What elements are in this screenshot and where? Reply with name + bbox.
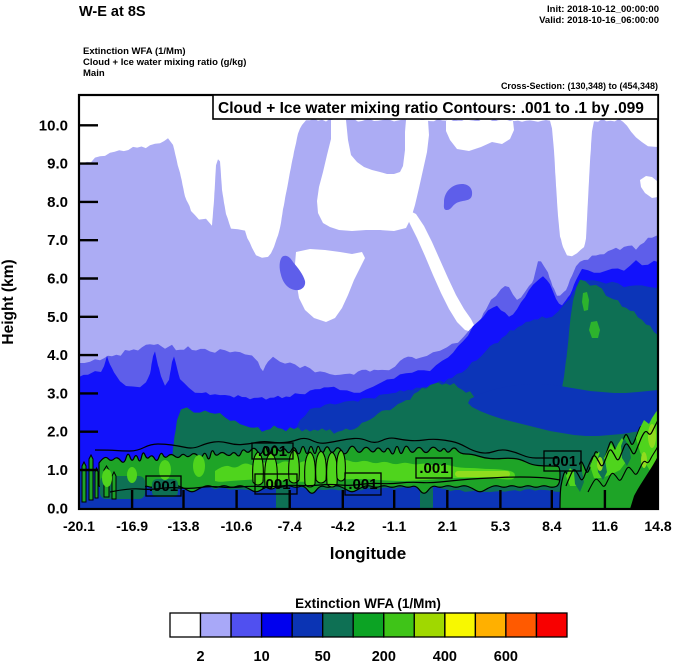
svg-text:.001: .001	[149, 478, 178, 495]
svg-text:.001: .001	[348, 476, 377, 493]
svg-text:Cloud + Ice water mixing ratio: Cloud + Ice water mixing ratio (g/kg)	[83, 57, 246, 68]
svg-text:-1.1: -1.1	[382, 518, 406, 534]
svg-text:1.0: 1.0	[47, 462, 68, 479]
svg-text:400: 400	[433, 649, 457, 665]
svg-text:Valid: 2018-10-16_06:00:00: Valid: 2018-10-16_06:00:00	[539, 15, 659, 26]
svg-text:6.0: 6.0	[47, 271, 68, 288]
svg-text:Extinction WFA (1/Mm): Extinction WFA (1/Mm)	[83, 46, 186, 57]
svg-text:-4.2: -4.2	[331, 518, 355, 534]
svg-text:9.0: 9.0	[47, 156, 68, 173]
svg-text:-13.8: -13.8	[168, 518, 200, 534]
svg-text:Main: Main	[83, 68, 105, 79]
svg-text:10: 10	[254, 649, 270, 665]
svg-text:10.0: 10.0	[39, 117, 68, 134]
svg-text:4.0: 4.0	[47, 347, 68, 364]
svg-text:W-E at 8S: W-E at 8S	[79, 4, 146, 20]
svg-text:.001: .001	[258, 443, 287, 460]
svg-text:-16.9: -16.9	[116, 518, 148, 534]
svg-text:.001: .001	[419, 460, 448, 477]
svg-text:Cloud + Ice water mixing ratio: Cloud + Ice water mixing ratio Contours:…	[218, 100, 644, 117]
svg-text:-20.1: -20.1	[63, 518, 95, 534]
svg-text:2.0: 2.0	[47, 424, 68, 441]
svg-text:8.4: 8.4	[542, 518, 562, 534]
svg-text:0.0: 0.0	[47, 500, 68, 517]
svg-text:50: 50	[315, 649, 331, 665]
svg-text:2.1: 2.1	[438, 518, 458, 534]
svg-text:8.0: 8.0	[47, 194, 68, 211]
svg-text:Cross-Section: (130,348) to (4: Cross-Section: (130,348) to (454,348)	[501, 81, 658, 91]
svg-text:Extinction WFA (1/Mm): Extinction WFA (1/Mm)	[295, 596, 441, 611]
svg-text:.001: .001	[548, 453, 577, 470]
svg-text:7.0: 7.0	[47, 232, 68, 249]
svg-text:-7.4: -7.4	[278, 518, 302, 534]
svg-text:Init: 2018-10-12_00:00:00: Init: 2018-10-12_00:00:00	[547, 4, 659, 15]
svg-text:600: 600	[494, 649, 518, 665]
svg-text:200: 200	[372, 649, 396, 665]
svg-text:5.0: 5.0	[47, 309, 68, 326]
svg-text:-10.6: -10.6	[221, 518, 253, 534]
svg-text:11.6: 11.6	[592, 518, 619, 534]
svg-text:14.8: 14.8	[644, 518, 671, 534]
svg-text:3.0: 3.0	[47, 385, 68, 402]
svg-text:longitude: longitude	[330, 544, 406, 563]
svg-text:5.3: 5.3	[491, 518, 511, 534]
svg-text:Height (km): Height (km)	[0, 259, 17, 344]
svg-text:2: 2	[196, 649, 204, 665]
svg-text:.001: .001	[261, 476, 290, 493]
